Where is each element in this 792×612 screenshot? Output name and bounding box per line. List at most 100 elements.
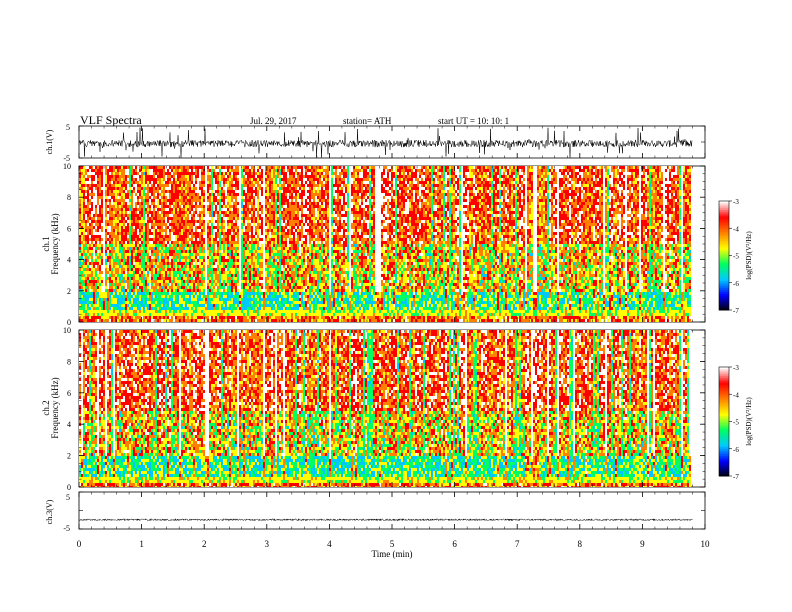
spectrogram-cell xyxy=(113,172,115,175)
spectrogram-cell xyxy=(101,274,103,277)
spectrogram-cell xyxy=(87,187,89,190)
spectrogram-cell xyxy=(105,250,107,253)
spectrogram-cell xyxy=(103,190,105,193)
spectrogram-cell xyxy=(111,226,113,229)
spectrogram-cell xyxy=(113,241,115,244)
spectrogram-cell xyxy=(111,310,113,313)
spectrogram-cell xyxy=(103,193,105,196)
spectrogram-cell xyxy=(107,277,109,280)
spectrogram-cell xyxy=(105,310,107,313)
spectrogram-cell xyxy=(89,280,91,283)
spectrogram-cell xyxy=(83,190,85,193)
spectrogram-cell xyxy=(97,223,99,226)
spectrogram-cell xyxy=(87,292,89,295)
spectrogram-cell xyxy=(87,262,89,265)
spectrogram-cell xyxy=(113,178,115,181)
spectrogram-cell xyxy=(113,235,115,238)
spectrogram-cell xyxy=(101,271,103,274)
spectrogram-cell xyxy=(111,223,113,226)
spectrogram-cell xyxy=(113,190,115,193)
spectrogram-cell xyxy=(87,283,89,286)
spectrogram-cell xyxy=(109,301,111,304)
spectrogram-cell xyxy=(85,232,87,235)
spectrogram-cell xyxy=(99,199,101,202)
spectrogram-cell xyxy=(91,265,93,268)
spectrogram-cell xyxy=(111,244,113,247)
spectrogram-cell xyxy=(107,169,109,172)
spectrogram-cell xyxy=(85,253,87,256)
spectrogram-cell xyxy=(83,175,85,178)
spectrogram-cell xyxy=(101,169,103,172)
spectrogram-cell xyxy=(81,271,83,274)
spectrogram-cell xyxy=(97,217,99,220)
spectrogram-cell xyxy=(85,196,87,199)
spectrogram-cell xyxy=(97,256,99,259)
spectrogram-cell xyxy=(83,301,85,304)
spectrogram-cell xyxy=(115,178,117,181)
spectrogram-cell xyxy=(79,238,81,241)
spectrogram-cell xyxy=(109,307,111,310)
spectrogram-cell xyxy=(93,280,95,283)
spectrogram-cell xyxy=(93,232,95,235)
spectrogram-cell xyxy=(99,319,101,322)
spectrogram-cell xyxy=(103,220,105,223)
spectrogram-cell xyxy=(89,316,91,319)
spectrogram-cell xyxy=(85,172,87,175)
spectrogram-cell xyxy=(111,289,113,292)
spectrogram-cell xyxy=(117,184,119,187)
spectrogram-cell xyxy=(91,223,93,226)
spectrogram-cell xyxy=(95,178,97,181)
spectrogram-cell xyxy=(115,256,117,259)
spectrogram-cell xyxy=(101,319,103,322)
spectrogram-cell xyxy=(85,244,87,247)
spectrogram-cell xyxy=(81,310,83,313)
spectrogram-cell xyxy=(83,274,85,277)
figure-title: VLF Spectra xyxy=(80,113,142,127)
spectrogram-cell xyxy=(113,205,115,208)
spectrogram-cell xyxy=(97,274,99,277)
spectrogram-cell xyxy=(103,175,105,178)
spectrogram-cell xyxy=(85,187,87,190)
spectrogram-cell xyxy=(101,307,103,310)
spectrogram-cell xyxy=(117,169,119,172)
spectrogram-cell xyxy=(85,238,87,241)
spectrogram-cell xyxy=(79,253,81,256)
spectrogram-cell xyxy=(91,241,93,244)
spectrogram-cell xyxy=(103,181,105,184)
spectrogram-cell xyxy=(101,196,103,199)
spectrogram-cell xyxy=(99,256,101,259)
spectrogram-cell xyxy=(97,301,99,304)
spectrogram-cell xyxy=(83,205,85,208)
spectrogram-cell xyxy=(99,178,101,181)
spectrogram-cell xyxy=(115,238,117,241)
spectrogram-cell xyxy=(87,211,89,214)
spectrogram-cell xyxy=(87,310,89,313)
spectrogram-cell xyxy=(87,280,89,283)
spectrogram-cell xyxy=(97,169,99,172)
spectrogram-cell xyxy=(85,178,87,181)
spectrogram-cell xyxy=(83,295,85,298)
spectrogram-cell xyxy=(81,301,83,304)
spectrogram-cell xyxy=(101,253,103,256)
spectrogram-cell xyxy=(117,241,119,244)
spectrogram-cell xyxy=(89,253,91,256)
spectrogram-cell xyxy=(93,259,95,262)
spectrogram-cell xyxy=(109,223,111,226)
spectrogram-cell xyxy=(83,223,85,226)
spectrogram-cell xyxy=(111,184,113,187)
spectrogram-cell xyxy=(85,193,87,196)
spectrogram-cell xyxy=(99,226,101,229)
spectrogram-cell xyxy=(85,247,87,250)
spectrogram-cell xyxy=(81,172,83,175)
spectrogram-cell xyxy=(115,169,117,172)
ch1-waveform-ylabel: ch.1(V) xyxy=(45,129,54,154)
spectrogram-cell xyxy=(91,247,93,250)
spectrogram-cell xyxy=(95,286,97,289)
date-label: Jul. 29, 2017 xyxy=(250,116,297,126)
spectrogram-cell xyxy=(91,187,93,190)
spectrogram-cell xyxy=(85,202,87,205)
spectrogram-cell xyxy=(103,223,105,226)
spectrogram-cell xyxy=(81,307,83,310)
spectrogram-cell xyxy=(111,196,113,199)
spectrogram-cell xyxy=(99,190,101,193)
